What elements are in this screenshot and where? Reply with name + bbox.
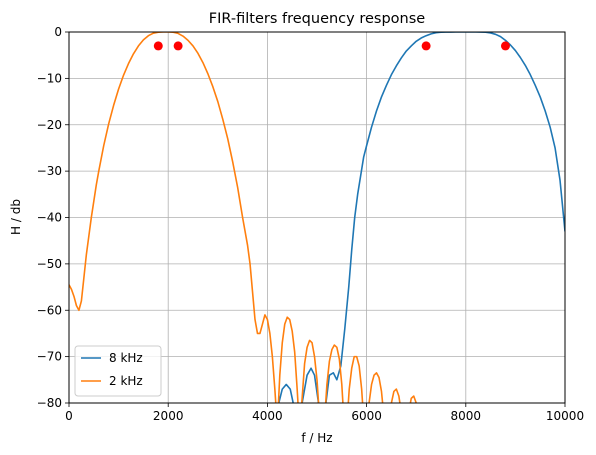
x-axis-label: f / Hz (301, 431, 332, 445)
x-tick-label: 10000 (546, 409, 584, 423)
y-tick-label: −80 (37, 396, 62, 410)
y-tick-label: −10 (37, 71, 62, 85)
x-tick-label: 6000 (351, 409, 382, 423)
cutoff-marker (421, 41, 431, 51)
ticks: 0 2000 4000 6000 8000 10000 0 −10 −20 −30 −40 −50 −6… (37, 25, 584, 423)
y-tick-label: −50 (37, 257, 62, 271)
legend: 8 kHz 2 kHz (74, 345, 162, 397)
y-tick-label: −60 (37, 303, 62, 317)
cutoff-marker (153, 41, 163, 51)
y-tick-label: −20 (37, 118, 62, 132)
cutoff-marker (173, 41, 183, 51)
legend-label-2khz: 2 kHz (109, 374, 143, 388)
cutoff-marker (500, 41, 510, 51)
series-layer (69, 32, 565, 403)
y-tick-label: −70 (37, 350, 62, 364)
y-tick-label: 0 (54, 25, 62, 39)
marker-layer (153, 41, 510, 51)
x-tick-label: 0 (65, 409, 73, 423)
chart-title: FIR-filters frequency response (209, 11, 426, 27)
y-tick-label: −30 (37, 164, 62, 178)
x-tick-label: 2000 (153, 409, 184, 423)
series-line-2-khz (69, 32, 418, 403)
x-tick-label: 8000 (451, 409, 482, 423)
y-tick-label: −40 (37, 211, 62, 225)
y-axis-label: H / db (9, 199, 23, 235)
legend-label-8khz: 8 kHz (109, 351, 143, 365)
x-tick-label: 4000 (252, 409, 283, 423)
